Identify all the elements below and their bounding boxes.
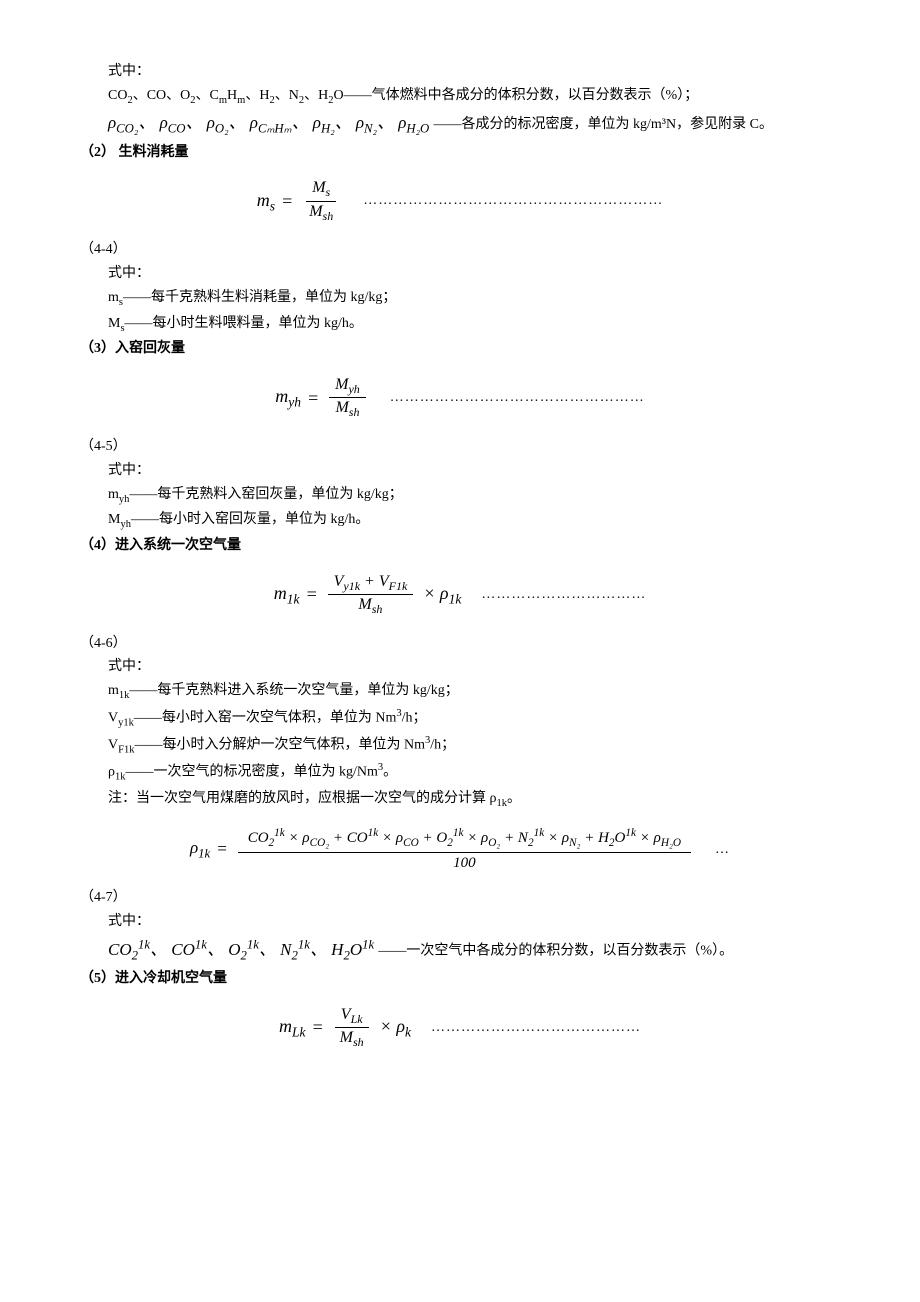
where-3: 式中：	[80, 459, 840, 483]
def-ms: ms——每千克熟料生料消耗量，单位为 kg/kg；	[80, 286, 840, 312]
component-list: CO2、CO、O2、CmHm、H2、N2、H2O——气体燃料中各成分的体积分数，…	[80, 84, 840, 110]
def-VF1k: VF1k——每小时入分解炉一次空气体积，单位为 Nm3/h；	[80, 732, 840, 759]
where-label: 式中：	[80, 60, 840, 84]
heading-4: （4）进入系统一次空气量	[80, 534, 840, 558]
where-4: 式中：	[80, 655, 840, 679]
eqnum-4-6: （4-6）	[80, 632, 840, 656]
def-myh: myh——每千克熟料入窑回灰量，单位为 kg/kg；	[80, 483, 840, 509]
note-4: 注：当一次空气用煤磨的放风时，应根据一次空气的成分计算 ρ1k。	[80, 787, 840, 813]
def-m1k: m1k——每千克熟料进入系统一次空气量，单位为 kg/kg；	[80, 679, 840, 705]
eqnum-4-5: （4-5）	[80, 435, 840, 459]
def-Ms: Ms——每小时生料喂料量，单位为 kg/h。	[80, 312, 840, 338]
heading-3: （3）入窑回灰量	[80, 337, 840, 361]
formula-4-5: myh = Myh Msh ……………………………………………	[80, 373, 840, 423]
def-Myh: Myh——每小时入窑回灰量，单位为 kg/h。	[80, 508, 840, 534]
formula-4-7: ρ1k = CO21k × ρCO₂ + CO1k × ρCO + O21k ×…	[80, 824, 840, 874]
where-2: 式中：	[80, 262, 840, 286]
formula-4-4: ms = Ms Msh ……………………………………………………	[80, 176, 840, 226]
heading-5: （5）进入冷却机空气量	[80, 967, 840, 991]
def-components-1k: CO21k、 CO1k、 O21k、 N21k、 H2O1k ——一次空气中各成…	[80, 934, 840, 967]
density-list: ρCO₂、 ρCO、 ρO₂、 ρCₘHₘ、 ρH₂、 ρN₂、 ρH₂O ——…	[80, 109, 840, 140]
eqnum-4-7: （4-7）	[80, 886, 840, 910]
where-4b: 式中：	[80, 910, 840, 934]
heading-2: （2） 生料消耗量	[80, 141, 840, 165]
formula-4-6: m1k = Vy1k + VF1k Msh × ρ1k ……………………………	[80, 570, 840, 620]
eqnum-4-4: （4-4）	[80, 238, 840, 262]
formula-5: mLk = VLk Msh × ρk ……………………………………	[80, 1003, 840, 1053]
def-Vy1k: Vy1k——每小时入窑一次空气体积，单位为 Nm3/h；	[80, 705, 840, 732]
def-rho1k: ρ1k——一次空气的标况密度，单位为 kg/Nm3。	[80, 759, 840, 786]
